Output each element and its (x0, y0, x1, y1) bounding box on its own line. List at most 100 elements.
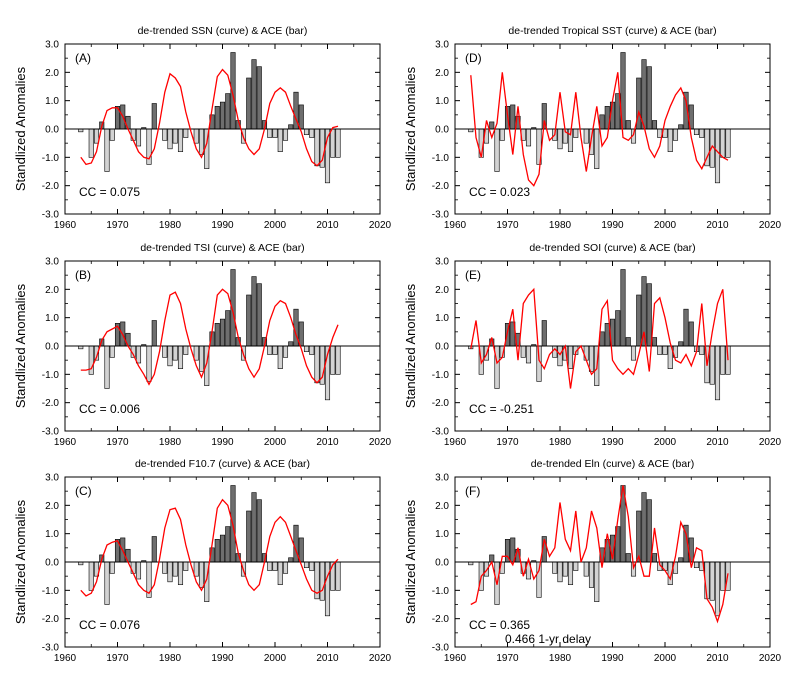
ace-bar (620, 269, 626, 347)
ace-bar (324, 561, 331, 617)
y-tick-label: 1.0 (45, 529, 59, 540)
ace-bar (567, 561, 574, 585)
ace-bar (214, 539, 220, 563)
ace-bar (678, 341, 684, 347)
ace-bar (588, 345, 595, 372)
ace-bar (309, 128, 315, 138)
x-tick-label: 2000 (264, 220, 287, 231)
x-tick-label: 2010 (316, 437, 339, 448)
ace-bar (125, 115, 131, 130)
y-axis-label: Standlized Anomalies (13, 499, 28, 624)
ace-bar (282, 561, 289, 574)
ace-bar (193, 561, 199, 577)
x-tick-label: 1980 (159, 653, 182, 664)
y-tick-label: 2.0 (45, 501, 59, 512)
x-tick-label: 2010 (316, 220, 339, 231)
ace-bar (135, 345, 142, 364)
y-tick-label: -1.0 (432, 586, 450, 597)
y-tick-label: -1.0 (432, 153, 450, 164)
y-tick-label: 2.0 (435, 501, 449, 512)
y-axis-label: Standlized Anomalies (13, 283, 28, 408)
ace-bar (330, 345, 336, 375)
ace-bar (288, 124, 294, 130)
ace-bar (256, 499, 262, 563)
ace-bar (246, 294, 252, 347)
correlation-label: CC = 0.023 (469, 185, 530, 199)
ace-bar (167, 561, 173, 583)
ace-bar (172, 128, 178, 144)
ace-bar (246, 510, 252, 563)
x-tick-label: 1970 (106, 653, 129, 664)
ace-bar (573, 128, 579, 138)
chart-panel: de-trended SOI (curve) & ACE (bar) Standl… (403, 242, 782, 448)
ace-bar (256, 283, 262, 347)
ace-bar (151, 320, 157, 347)
x-tick-label: 2010 (316, 653, 339, 664)
y-tick-label: -2.0 (42, 614, 60, 625)
ace-bar (135, 561, 142, 580)
ace-bar (583, 128, 589, 144)
ace-bar (282, 128, 289, 141)
x-tick-label: 1970 (106, 220, 129, 231)
x-tick-label: 1970 (496, 437, 519, 448)
panel-label: (D) (465, 51, 482, 65)
ace-bar (104, 345, 110, 389)
ace-bar (277, 561, 283, 585)
ace-bar (510, 104, 516, 130)
ace-bar (172, 561, 178, 577)
x-tick-label: 2020 (369, 653, 392, 664)
ace-bar (552, 561, 558, 574)
panel-label: (F) (465, 484, 480, 498)
ace-bar (130, 561, 136, 574)
y-tick-label: 1.0 (45, 96, 59, 107)
x-tick-label: 1960 (54, 653, 77, 664)
ace-bar (330, 128, 336, 158)
ace-bar (630, 345, 637, 361)
y-tick-label: 1.0 (435, 313, 449, 324)
ace-bar (599, 114, 605, 130)
x-tick-label: 2000 (264, 653, 287, 664)
y-tick-label: 3.0 (45, 40, 59, 51)
ace-bar (583, 345, 589, 361)
ace-bar (646, 499, 652, 563)
ace-bar (651, 337, 658, 347)
ace-bar (309, 561, 315, 571)
y-tick-label: -2.0 (432, 181, 450, 192)
ace-bar (314, 128, 320, 167)
correlation-label: CC = 0.075 (79, 185, 140, 199)
ace-bar (494, 128, 500, 172)
ace-bar (583, 561, 589, 577)
ace-bar (303, 128, 310, 135)
ace-bar (172, 345, 178, 361)
x-tick-label: 1980 (549, 653, 572, 664)
x-tick-label: 1960 (444, 220, 467, 231)
x-tick-label: 2010 (706, 653, 729, 664)
ace-bar (625, 337, 631, 347)
ace-bar (146, 345, 152, 382)
ace-bar (167, 128, 173, 150)
ace-bars (78, 485, 341, 617)
ace-bar (130, 128, 136, 141)
ace-bar (277, 128, 283, 152)
ace-bar (88, 128, 94, 158)
y-tick-label: -3.0 (432, 643, 450, 654)
y-tick-label: 1.0 (45, 313, 59, 324)
ace-bar (177, 345, 184, 369)
ace-bar (177, 128, 184, 152)
ace-bar (641, 59, 647, 130)
y-tick-label: -1.0 (42, 153, 60, 164)
chart-title: de-trended Eln (curve) & ACE (bar) (531, 458, 694, 470)
y-tick-label: -2.0 (432, 398, 450, 409)
ace-bar (277, 345, 283, 369)
x-tick-label: 2010 (706, 437, 729, 448)
correlation-delay-label: 0.466 1-yr delay (505, 632, 591, 646)
ace-bar (88, 561, 94, 591)
ace-bar (672, 128, 679, 141)
ace-bar (272, 345, 278, 355)
ace-bars (78, 269, 341, 401)
ace-bar (594, 561, 600, 602)
ace-bar (520, 345, 526, 358)
ace-bar (720, 128, 726, 158)
ace-bar (288, 557, 294, 563)
ace-bar (219, 534, 226, 563)
